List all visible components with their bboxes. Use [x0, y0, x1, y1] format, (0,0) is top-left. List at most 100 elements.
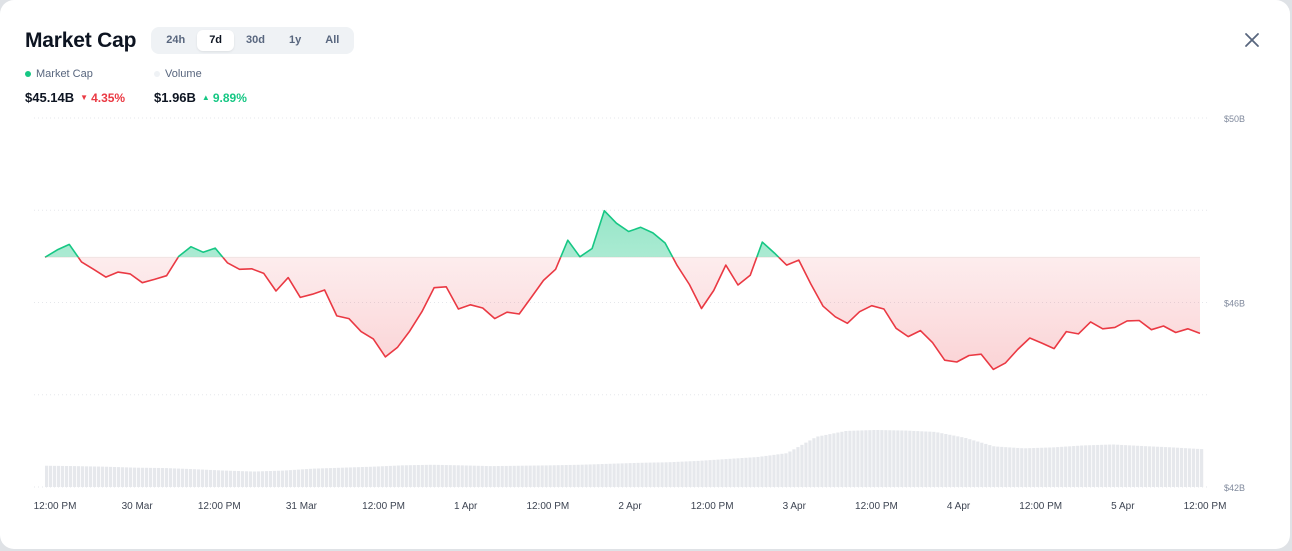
volume-bar [428, 464, 432, 487]
volume-bar [560, 465, 564, 487]
market-cap-change-value: 4.35% [91, 90, 126, 105]
volume-bar [740, 458, 744, 487]
volume-bar [964, 438, 968, 487]
volume-bar [288, 470, 292, 487]
volume-bar [580, 464, 584, 487]
volume-bar [296, 469, 300, 487]
volume-bar [416, 465, 420, 487]
x-axis: 12:00 PM 30 Mar 12:00 PM 31 Mar 12:00 PM 1 Ap… [34, 501, 1227, 512]
volume-bar [888, 430, 892, 487]
volume-bar [592, 464, 596, 487]
volume-bar [896, 430, 900, 487]
volume-bar [760, 456, 764, 487]
volume-bar [724, 459, 728, 487]
volume-bar [1144, 446, 1148, 487]
volume-bar [168, 468, 173, 487]
volume-bar [1044, 447, 1048, 487]
x-tick-label: 12:00 PM [198, 501, 241, 512]
volume-bar [400, 465, 404, 487]
volume-bar [564, 465, 568, 487]
volume-bar [1192, 448, 1196, 487]
volume-bar [688, 461, 692, 487]
volume-bar [336, 467, 340, 487]
y-tick-label: $50B [1224, 114, 1245, 124]
volume-bar [800, 444, 804, 487]
volume-bar [388, 465, 392, 487]
volume-bar [496, 466, 500, 487]
volume-bar [292, 469, 296, 487]
volume-bar [452, 465, 456, 487]
volume-bar [1016, 447, 1020, 487]
volume-bar [432, 464, 436, 487]
below-baseline-area [45, 257, 1200, 370]
volume-bar [380, 466, 384, 487]
volume-bar [692, 461, 696, 487]
volume-bar [120, 467, 125, 487]
volume-bars [45, 430, 1204, 487]
volume-bar [764, 455, 768, 487]
volume-bar [952, 435, 956, 487]
volume-bar [368, 466, 372, 487]
legend-market-cap[interactable]: Market Cap [25, 68, 93, 80]
volume-bar [476, 465, 480, 487]
volume-bar [448, 465, 452, 487]
volume-bar [552, 465, 556, 487]
volume-bar [936, 432, 940, 487]
volume-bar [260, 471, 265, 487]
volume-bar [980, 442, 984, 487]
volume-bar [844, 430, 848, 487]
volume-bar [264, 471, 269, 487]
volume-bar [984, 443, 988, 487]
close-icon[interactable] [1240, 28, 1264, 52]
volume-bar [812, 438, 816, 487]
volume-bar [548, 465, 552, 487]
volume-bar [1024, 448, 1028, 487]
volume-bar [644, 462, 648, 487]
volume-bar [152, 467, 157, 487]
volume-bar [284, 470, 288, 487]
volume-bar [68, 466, 73, 487]
y-tick-label: $42B [1224, 483, 1245, 493]
volume-bar [228, 470, 233, 487]
volume-bar [184, 468, 189, 487]
volume-bar [1000, 446, 1004, 487]
tab-24h[interactable]: 24h [166, 34, 186, 46]
volume-change-value: 9.89% [212, 90, 247, 105]
tab-all[interactable]: All [325, 34, 340, 46]
volume-bar [440, 464, 444, 487]
volume-bar [1076, 445, 1080, 487]
volume-bar [1032, 448, 1036, 487]
volume-bar [376, 466, 380, 487]
volume-bar [1196, 448, 1200, 487]
volume-bar [864, 430, 868, 487]
volume-bar [504, 465, 508, 487]
tab-30d[interactable]: 30d [246, 34, 265, 46]
volume-bar [60, 465, 65, 487]
volume-bar [988, 445, 992, 487]
volume-bar [92, 466, 97, 487]
volume-bar [1124, 445, 1128, 487]
volume-bar [1180, 447, 1184, 487]
volume-bar [436, 464, 440, 487]
volume-bar [532, 465, 536, 487]
volume-bar [1152, 446, 1156, 487]
tab-1y[interactable]: 1y [289, 34, 302, 46]
volume-bar [56, 465, 61, 487]
volume-value-row: $1.96B ▲ 9.89% [154, 90, 247, 105]
tab-7d[interactable]: 7d [197, 30, 235, 51]
volume-bar [136, 467, 141, 487]
volume-bar [744, 457, 748, 487]
volume-bar [232, 470, 237, 487]
volume-bar [340, 467, 344, 487]
volume-bar [672, 462, 676, 487]
volume-bar [732, 458, 736, 487]
volume-bar [856, 430, 860, 487]
volume-bar [956, 436, 960, 487]
legend-volume[interactable]: Volume [154, 68, 202, 80]
volume-bar [576, 464, 580, 487]
volume-bar [748, 457, 752, 487]
volume-bar [616, 463, 620, 487]
volume-bar [1104, 444, 1108, 487]
